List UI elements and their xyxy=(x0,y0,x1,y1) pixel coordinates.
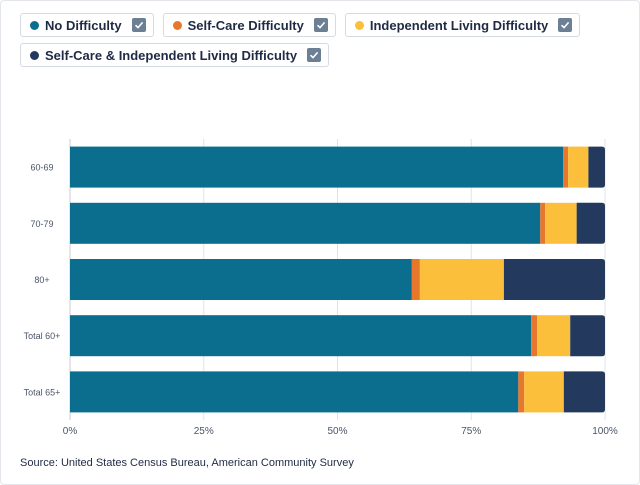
legend-label: Self-Care Difficulty xyxy=(187,17,304,33)
bar-segment xyxy=(568,146,589,188)
bar-segment xyxy=(70,146,564,188)
x-tick-label: 100% xyxy=(592,426,618,437)
y-tick-label: Total 65+ xyxy=(24,387,61,397)
bar-segment xyxy=(540,202,546,244)
bar-segment xyxy=(588,146,605,188)
bar-segment xyxy=(531,315,538,357)
y-tick-label: 60-69 xyxy=(30,163,53,173)
bar-segment xyxy=(563,371,605,413)
bar-segment xyxy=(570,315,605,357)
bar-segment xyxy=(419,259,504,300)
x-tick-label: 25% xyxy=(194,426,214,437)
bar-segment xyxy=(545,202,577,244)
x-tick-label: 50% xyxy=(327,426,347,437)
y-tick-label: 70-79 xyxy=(30,219,53,229)
bar-segment xyxy=(576,202,605,244)
legend-swatch xyxy=(30,50,39,60)
legend-toggle-no-difficulty[interactable]: No Difficulty xyxy=(20,13,154,37)
source-note: Source: United States Census Bureau, Ame… xyxy=(20,457,354,469)
x-tick-label: 0% xyxy=(63,426,78,437)
legend-label: Self-Care & Independent Living Difficult… xyxy=(45,47,298,63)
bar-segment xyxy=(411,259,420,300)
bar-segment xyxy=(70,202,541,244)
bar-segment xyxy=(70,315,532,357)
checkbox-checked-icon[interactable] xyxy=(313,18,328,32)
checkbox-checked-icon[interactable] xyxy=(558,18,573,32)
legend-swatch xyxy=(354,20,364,30)
bar-segment xyxy=(524,371,564,413)
legend-toggle-self-care-and-independent-living[interactable]: Self-Care & Independent Living Difficult… xyxy=(20,43,330,67)
legend-row: Self-Care & Independent Living Difficult… xyxy=(20,43,620,67)
legend-toggle-independent-living[interactable]: Independent Living Difficulty xyxy=(344,13,581,37)
legend-label: No Difficulty xyxy=(45,17,122,33)
checkbox-checked-icon[interactable] xyxy=(307,48,322,62)
x-tick-label: 75% xyxy=(461,426,481,437)
bar-segment xyxy=(70,259,412,300)
bar-segment xyxy=(563,146,569,188)
bar-segment xyxy=(70,371,519,413)
legend-row: No Difficulty Self-Care Difficulty Indep… xyxy=(20,13,620,37)
y-tick-label: Total 60+ xyxy=(24,331,61,341)
legend-toggle-self-care[interactable]: Self-Care Difficulty xyxy=(162,13,336,37)
legend: No Difficulty Self-Care Difficulty Indep… xyxy=(20,13,620,73)
bar-segment xyxy=(537,315,571,357)
legend-swatch xyxy=(172,20,182,30)
checkbox-checked-icon[interactable] xyxy=(131,18,146,32)
legend-label: Independent Living Difficulty xyxy=(369,17,549,33)
legend-swatch xyxy=(30,20,39,30)
y-tick-label: 80+ xyxy=(34,275,49,285)
bar-segment xyxy=(518,371,525,413)
bar-segment xyxy=(503,259,605,300)
